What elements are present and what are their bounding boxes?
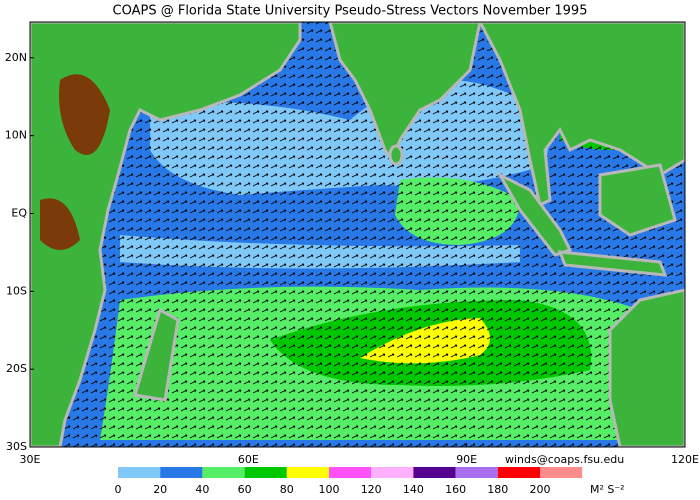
colorbar-segment — [371, 467, 414, 478]
colorbar-label: 80 — [280, 483, 294, 496]
lat-label: 10S — [6, 284, 27, 297]
colorbar-segment — [413, 467, 456, 478]
colorbar-label: 200 — [530, 483, 551, 496]
map-frame — [29, 21, 686, 448]
lon-label: 90E — [456, 453, 477, 466]
colorbar-segment — [118, 467, 161, 478]
lat-label: 20N — [5, 51, 27, 64]
lon-label: 30E — [20, 453, 41, 466]
land-seasia — [478, 22, 685, 208]
colorbar-label: 60 — [238, 483, 252, 496]
colorbar-label: 100 — [319, 483, 340, 496]
land-java — [557, 250, 668, 277]
colorbar-label: 140 — [403, 483, 424, 496]
colorbar-label: 40 — [195, 483, 209, 496]
colorbar-segment — [497, 467, 540, 478]
land-borneo — [598, 163, 677, 237]
colorbar-segment — [202, 467, 245, 478]
lat-label: 30S — [6, 440, 27, 453]
colorbar-segment — [286, 467, 329, 478]
land-madagascar — [133, 307, 180, 402]
lon-label: 120E — [671, 453, 699, 466]
lat-label: 20S — [6, 362, 27, 375]
map — [30, 22, 685, 447]
colorbar-segment — [244, 467, 287, 478]
colorbar-units: M² S⁻² — [590, 483, 625, 496]
colorbar-label: 120 — [361, 483, 382, 496]
land-srilanka — [388, 144, 404, 166]
colorbar-label: 0 — [115, 483, 122, 496]
land-sumatra — [496, 171, 573, 257]
colorbar-label: 160 — [445, 483, 466, 496]
colorbar-segment — [329, 467, 372, 478]
colorbar-segment — [540, 467, 583, 478]
land-australia — [608, 288, 685, 447]
title: COAPS @ Florida State University Pseudo-… — [113, 4, 588, 19]
lat-label: EQ — [11, 206, 27, 219]
colorbar-label: 180 — [487, 483, 508, 496]
colorbar-segment — [455, 467, 498, 478]
highland — [40, 74, 110, 251]
credit: winds@coaps.fsu.edu — [505, 453, 624, 466]
colorbar-segment — [160, 467, 203, 478]
lat-label: 10N — [5, 129, 27, 142]
colorbar-label: 20 — [153, 483, 167, 496]
lon-label: 60E — [238, 453, 259, 466]
